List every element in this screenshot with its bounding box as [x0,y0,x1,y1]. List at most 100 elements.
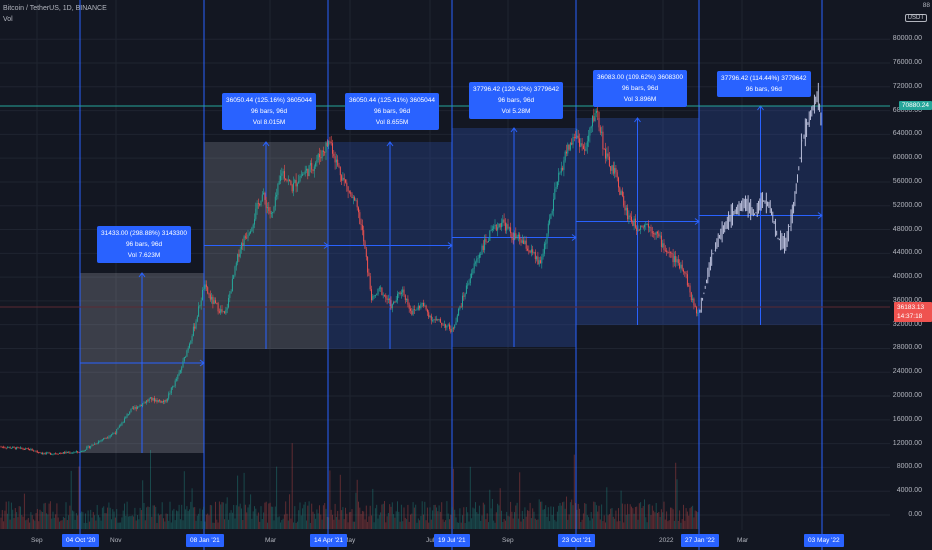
volume-bar [247,507,249,529]
candle-body [190,340,192,344]
time-tick-label: Sep [502,537,514,544]
candle-body [498,223,500,228]
volume-bar [399,521,401,529]
volume-bar [111,519,112,529]
volume-bar [385,522,387,529]
candle-body [203,288,205,290]
volume-bar [211,505,213,529]
price-tick-label: 68000.00 [892,106,922,114]
volume-bar [524,507,526,529]
volume-bar [16,512,18,529]
candle-body [26,448,28,450]
candle-body [481,245,483,255]
date-marker-tag[interactable]: 08 Jan '21 [186,534,224,547]
measure-arrow [262,141,270,147]
date-marker-tag[interactable]: 04 Oct '20 [62,534,100,547]
candle-body [126,414,128,417]
candle-body [90,446,92,448]
candle-body [593,116,595,122]
volume-bar [329,470,331,529]
candle-body [364,241,366,249]
volume-bar [39,509,41,529]
volume-bar [81,511,83,529]
candle-body [603,148,605,150]
volume-bar [469,466,471,529]
currency-selector[interactable]: USDT [904,14,927,22]
volume-bar [439,511,441,529]
volume-bar [217,522,219,529]
candle-body [670,252,671,254]
candle-body [447,324,449,326]
candle-body [49,452,51,455]
candle-body [677,259,679,264]
candle-body [394,301,396,303]
candle-body [473,263,475,269]
date-marker-tag[interactable]: 19 Jul '21 [434,534,470,547]
volume-bar [312,511,314,529]
volume-bar [694,510,696,529]
date-marker-tag[interactable]: 23 Oct '21 [558,534,596,547]
volume-bar [335,516,337,529]
candle-body [692,298,694,301]
volume-bar [280,522,281,529]
candle-body [342,177,344,181]
candle-body [528,250,530,252]
candle-body [380,287,382,289]
volume-bar [386,516,388,529]
date-marker-tag[interactable]: 03 May '22 [804,534,844,547]
volume-bar [551,514,553,529]
candle-body [562,167,564,170]
candle-body [693,298,695,306]
volume-bar [438,505,440,529]
volume-bar [243,472,245,529]
volume-bar [113,511,115,529]
candle-body [559,172,561,174]
candle-body [135,407,137,409]
volume-bar [628,514,630,529]
candle-body [640,225,642,230]
price-tick-label: 72000.00 [892,82,922,90]
candle-body [3,446,5,448]
volume-bar [179,519,181,529]
volume-bar [582,513,584,529]
symbol-title[interactable]: Bitcoin / TetherUS, 1D, BINANCE [3,5,107,12]
volume-bar [140,510,142,529]
volume-bar [85,513,86,529]
candle-body [463,295,465,297]
volume-bar [611,508,613,529]
volume-bar [680,522,682,529]
volume-bar [0,517,2,529]
volume-bar [139,507,141,529]
candle-body [624,205,626,211]
candle-body [21,447,23,449]
volume-bar [559,502,561,529]
candle-body [17,447,19,448]
volume-bar [581,519,583,529]
candle-body [194,326,196,329]
candle-body [659,235,661,237]
candle-body [645,224,647,225]
candle-body [159,400,161,401]
volume-bar [426,507,428,529]
measure-tooltip-line: Vol 3.896M [623,96,657,103]
candle-body [432,320,434,322]
volume-bar [49,501,51,529]
date-marker-tag[interactable]: 27 Jan '22 [681,534,719,547]
volume-bar [525,516,527,529]
candle-body [545,243,547,245]
volume-bar [283,514,285,529]
candle-body [91,444,93,447]
volume-legend[interactable]: Vol [3,16,13,23]
candle-body [685,273,687,275]
volume-bar [468,521,470,529]
volume-bar [326,516,328,529]
date-marker-tag[interactable]: 14 Apr '21 [310,534,348,547]
volume-bar [46,513,47,529]
measure-tooltip-line: Vol 8.015M [252,119,286,126]
volume-bar [655,502,657,529]
volume-bar [55,514,57,529]
candle-body [42,452,44,454]
candle-body [395,300,397,303]
measure-tooltip-line: 36083.00 (109.62%) 3608300 [597,74,684,81]
volume-bar [506,511,508,529]
